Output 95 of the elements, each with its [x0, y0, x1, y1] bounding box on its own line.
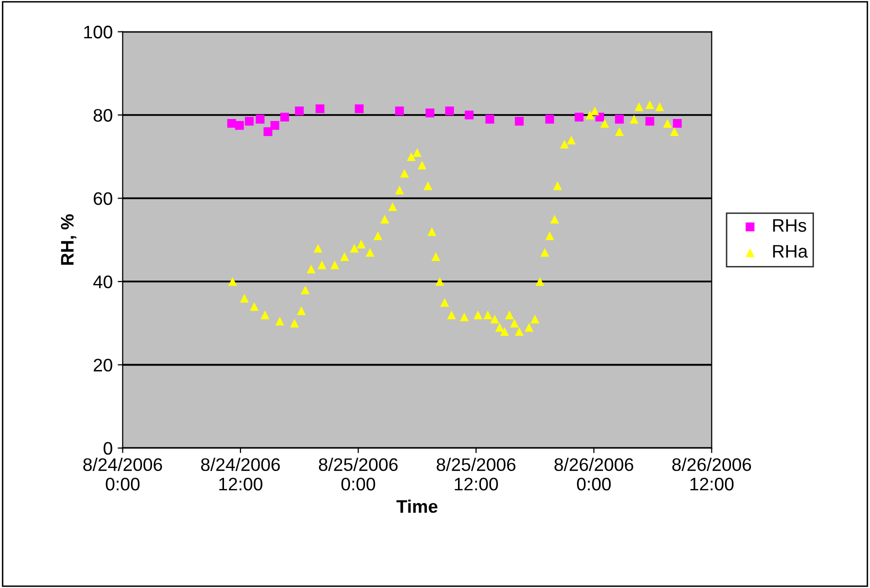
- point: [300, 285, 310, 294]
- point: [395, 186, 404, 194]
- point: [374, 231, 382, 240]
- y-tick-label: 40: [93, 275, 112, 288]
- point: [264, 127, 272, 136]
- x-tick-label: 8/25/2006 0:00: [318, 458, 398, 490]
- point: [566, 136, 576, 144]
- point: [514, 116, 524, 126]
- point: [314, 244, 322, 253]
- point: [553, 181, 562, 190]
- point: [235, 121, 244, 130]
- legend-label: RHa: [773, 245, 808, 258]
- point: [431, 252, 440, 261]
- point: [316, 104, 324, 114]
- point: [545, 114, 554, 124]
- point: [240, 294, 249, 303]
- point: [634, 102, 644, 112]
- point: [435, 277, 444, 286]
- y-tick-label: 60: [94, 192, 112, 205]
- point: [260, 310, 270, 320]
- point: [474, 310, 482, 320]
- point: [464, 110, 474, 120]
- point: [645, 100, 654, 109]
- point: [560, 140, 569, 149]
- point: [540, 248, 550, 257]
- point: [366, 248, 374, 257]
- point: [550, 214, 559, 224]
- point: [400, 168, 409, 178]
- point: [280, 112, 290, 122]
- point: [340, 252, 349, 261]
- point: [275, 316, 284, 326]
- y-tick-label: 20: [94, 358, 112, 372]
- x-tick-label: 8/24/2006 0:00: [83, 458, 162, 490]
- point: [530, 314, 540, 324]
- point: [250, 302, 259, 311]
- point: [524, 322, 534, 332]
- point: [505, 310, 514, 320]
- point: [306, 264, 316, 274]
- x-tick-label: 8/25/2006 12:00: [436, 458, 516, 490]
- point: [318, 260, 326, 270]
- point: [614, 127, 624, 136]
- point: [510, 318, 519, 328]
- y-tick-label: 0: [104, 442, 112, 455]
- point: [256, 114, 264, 124]
- legend-label: RHs: [773, 219, 806, 232]
- point: [600, 118, 610, 128]
- point: [270, 121, 280, 130]
- point: [426, 108, 434, 118]
- point: [460, 312, 469, 322]
- point: [630, 114, 638, 124]
- y-axis-title: RH, %: [60, 214, 76, 265]
- point: [330, 260, 340, 270]
- point: [655, 102, 664, 112]
- point: [535, 277, 544, 286]
- point: [424, 181, 432, 190]
- point: [645, 116, 654, 126]
- point: [227, 118, 236, 128]
- point: [350, 244, 359, 253]
- point: [354, 104, 364, 114]
- point: [412, 148, 422, 157]
- point: [545, 231, 554, 240]
- y-tick-label: 80: [94, 108, 112, 122]
- point: [296, 306, 306, 316]
- y-tick-label: 100: [84, 26, 112, 38]
- x-tick-label: 8/26/2006 12:00: [672, 458, 752, 490]
- point: [418, 160, 426, 170]
- point: [244, 116, 254, 126]
- point: [514, 327, 524, 336]
- point: [356, 240, 366, 248]
- point: [428, 227, 436, 236]
- point: [388, 202, 398, 211]
- point: [447, 310, 456, 320]
- point: [500, 327, 509, 336]
- point: [485, 114, 494, 124]
- point: [294, 106, 304, 116]
- point: [574, 112, 584, 122]
- point: [490, 314, 500, 324]
- point: [663, 118, 672, 128]
- point: [440, 298, 450, 307]
- x-axis-title: Time: [396, 500, 438, 513]
- x-tick-label: 8/26/2006 0:00: [554, 458, 634, 490]
- point: [495, 322, 504, 332]
- point: [395, 106, 404, 116]
- point: [590, 106, 600, 116]
- point: [614, 114, 624, 124]
- point: [228, 277, 238, 286]
- point: [290, 318, 299, 328]
- point: [670, 127, 679, 136]
- point: [672, 118, 682, 128]
- point: [586, 110, 594, 120]
- point: [406, 152, 416, 162]
- point: [380, 214, 390, 224]
- x-tick-label: 8/24/2006 12:00: [201, 458, 280, 490]
- point: [483, 310, 492, 320]
- point: [445, 106, 454, 116]
